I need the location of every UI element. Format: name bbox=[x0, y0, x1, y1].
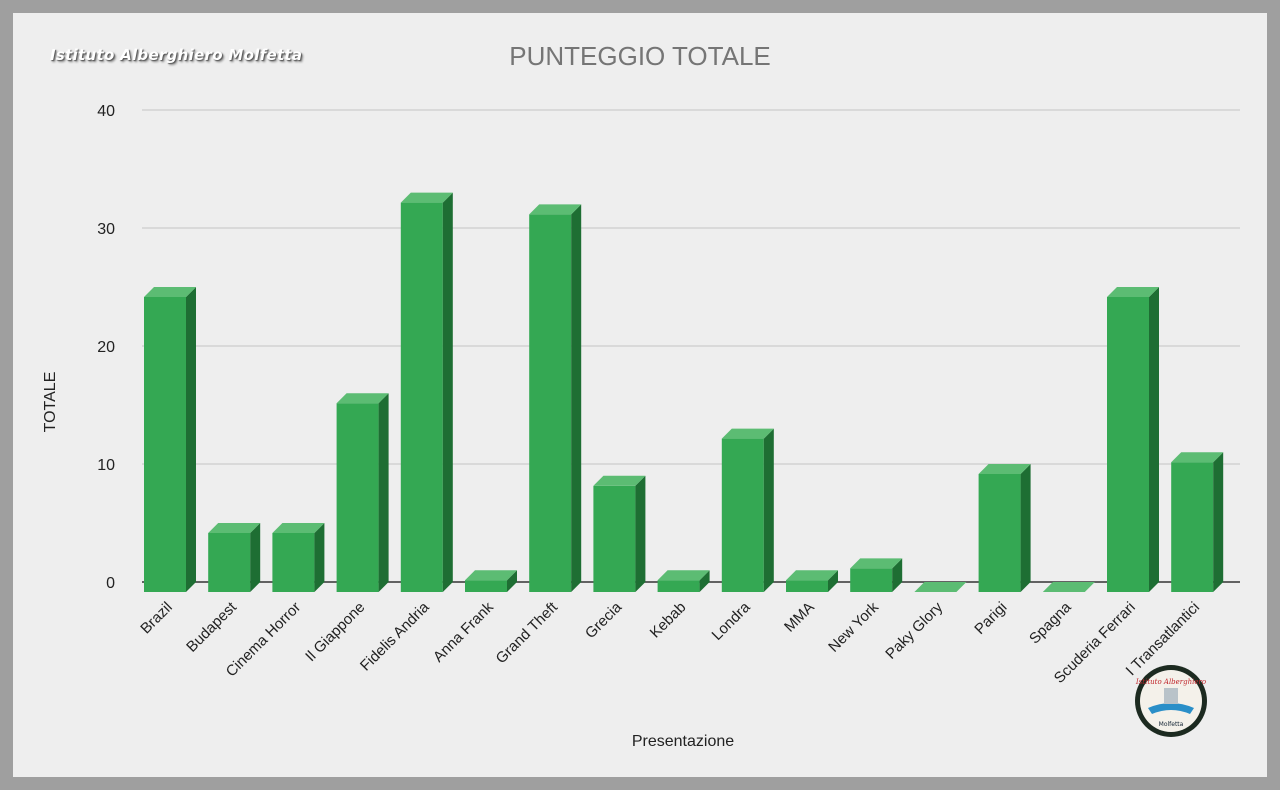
bar-top bbox=[529, 204, 582, 215]
school-logo: Istituto Alberghiero Molfetta bbox=[1135, 665, 1207, 737]
x-tick-label: Brazil bbox=[137, 599, 176, 638]
bar-top bbox=[336, 393, 389, 404]
bar bbox=[400, 192, 453, 592]
watermark-text: Istituto Alberghiero Molfetta bbox=[50, 46, 303, 64]
bar-top bbox=[657, 570, 710, 581]
bar-top bbox=[400, 192, 453, 203]
bar-side bbox=[635, 475, 646, 592]
bar-side bbox=[314, 523, 325, 592]
x-axis-label: Presentazione bbox=[632, 733, 734, 750]
y-tick-label: 10 bbox=[97, 457, 115, 474]
x-tick-label: Il Giappone bbox=[302, 599, 368, 665]
bar bbox=[593, 475, 646, 592]
bar-top bbox=[465, 570, 517, 581]
bar-top bbox=[721, 428, 774, 439]
y-tick-label: 20 bbox=[97, 339, 115, 356]
bar-side bbox=[378, 393, 389, 592]
bar-front bbox=[400, 202, 443, 592]
bar-front bbox=[978, 474, 1021, 592]
bar-side bbox=[442, 192, 453, 592]
bar bbox=[657, 570, 710, 592]
bar bbox=[914, 582, 967, 592]
bar-top bbox=[208, 523, 261, 533]
bar-top bbox=[850, 558, 903, 569]
chart-title: PUNTEGGIO TOTALE bbox=[509, 41, 771, 71]
bar-front bbox=[336, 403, 379, 592]
bar-top bbox=[144, 287, 196, 297]
bar-front bbox=[529, 214, 572, 592]
bar bbox=[850, 558, 903, 592]
bar bbox=[1107, 287, 1159, 592]
bar-side bbox=[1213, 452, 1224, 592]
bar-front bbox=[593, 485, 636, 592]
y-tick-label: 40 bbox=[97, 103, 115, 120]
bar-side bbox=[507, 570, 517, 592]
bar-top bbox=[1042, 582, 1095, 592]
bar-side bbox=[1020, 464, 1031, 592]
bar-side bbox=[763, 428, 774, 592]
bar-front bbox=[721, 438, 764, 592]
x-tick-label: Londra bbox=[709, 598, 755, 644]
x-tick-label: Budapest bbox=[183, 598, 240, 655]
bar-front bbox=[1171, 462, 1214, 592]
bar-side bbox=[699, 570, 710, 592]
bar-side bbox=[892, 558, 903, 592]
bar-top bbox=[1107, 287, 1159, 297]
y-tick-label: 30 bbox=[97, 221, 115, 238]
x-tick-label: Kebab bbox=[647, 599, 690, 642]
x-tick-label: Spagna bbox=[1026, 598, 1075, 647]
x-tick-label: Anna Frank bbox=[430, 598, 497, 665]
bar-front bbox=[208, 533, 251, 592]
bar bbox=[529, 204, 582, 592]
bar bbox=[272, 523, 325, 592]
bar-front bbox=[850, 568, 893, 592]
x-tick-label: Parigi bbox=[971, 599, 1010, 638]
x-tick-label: MMA bbox=[781, 599, 818, 636]
bar-side bbox=[571, 204, 582, 592]
bar-front bbox=[272, 533, 315, 592]
bar bbox=[1171, 452, 1224, 592]
bar-front bbox=[1107, 297, 1149, 592]
x-tick-label: Paky Glory bbox=[882, 598, 946, 662]
chart-panel bbox=[13, 13, 1267, 777]
x-tick-label: Grecia bbox=[582, 598, 626, 642]
bar-front bbox=[465, 580, 507, 592]
x-tick-label: Fidelis Andria bbox=[357, 598, 433, 674]
bar bbox=[786, 570, 838, 592]
bar bbox=[208, 523, 261, 592]
bar-front bbox=[144, 297, 186, 592]
bar-top bbox=[978, 464, 1031, 474]
bar bbox=[144, 287, 196, 592]
bar bbox=[465, 570, 517, 592]
bar-top bbox=[786, 570, 838, 581]
bar-side bbox=[250, 523, 261, 592]
bar-side bbox=[1149, 287, 1159, 592]
svg-text:Molfetta: Molfetta bbox=[1159, 721, 1184, 728]
bar bbox=[721, 428, 774, 592]
bar-top bbox=[1171, 452, 1224, 463]
bar-top bbox=[272, 523, 325, 533]
bar-front bbox=[657, 580, 700, 592]
x-tick-label: Grand Theft bbox=[493, 598, 562, 667]
svg-text:Istituto Alberghiero: Istituto Alberghiero bbox=[1135, 678, 1206, 686]
bar-side bbox=[828, 570, 838, 592]
x-tick-label: New York bbox=[825, 598, 882, 655]
bar bbox=[978, 464, 1031, 592]
bar-side bbox=[186, 287, 196, 592]
bar bbox=[1042, 582, 1095, 592]
y-tick-label: 0 bbox=[106, 575, 115, 592]
bar-top bbox=[914, 582, 967, 592]
bar-top bbox=[593, 475, 646, 486]
bar bbox=[336, 393, 389, 592]
y-axis-label: TOTALE bbox=[42, 372, 59, 433]
bar-front bbox=[786, 580, 828, 592]
